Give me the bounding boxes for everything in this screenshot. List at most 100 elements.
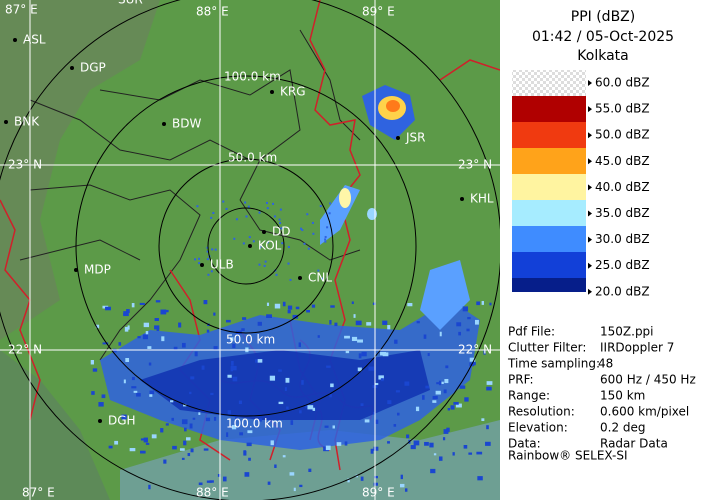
grid-label: 88° E (196, 5, 229, 19)
echo-speckle (413, 440, 420, 446)
tick-arrow (588, 158, 592, 165)
echo-speckle (186, 437, 191, 441)
place-label: JSR (405, 131, 426, 145)
legend-label: 35.0 dBZ (595, 206, 650, 220)
echo-speckle (373, 411, 376, 415)
echo-speckle (245, 215, 248, 218)
echo-speckle (345, 350, 350, 354)
echo-speckle (173, 346, 178, 350)
range-label: 100.0 km (226, 417, 283, 431)
place-marker (13, 38, 17, 42)
echo-speckle (231, 425, 237, 430)
echo-speckle (274, 303, 281, 309)
echo-speckle (214, 248, 217, 251)
echo-speckle (456, 322, 462, 327)
echo-speckle (210, 392, 214, 396)
echo-speckle (361, 351, 367, 357)
echo-speckle (198, 257, 201, 260)
echo-speckle (145, 442, 150, 445)
echo-speckle (468, 452, 473, 455)
echo-speckle (137, 336, 141, 339)
echo-speckle (241, 328, 245, 332)
echo-speckle (258, 211, 261, 214)
place-label: BDW (172, 117, 201, 131)
echo-speckle (483, 350, 486, 355)
echo-speckle (140, 438, 147, 441)
echo-speckle (257, 359, 263, 363)
grid-label: 23° N (8, 158, 42, 172)
echo-speckle (206, 329, 210, 333)
echo-speckle (312, 232, 315, 235)
range-label: 50.0 km (228, 151, 277, 165)
tick-arrow (588, 184, 592, 191)
echo-speckle (232, 343, 236, 349)
echo-speckle (258, 263, 261, 266)
echo-speckle (284, 387, 287, 391)
echo-speckle (486, 381, 493, 385)
echo-speckle (301, 229, 304, 232)
echo-speckle (223, 476, 227, 482)
echo-speckle (165, 423, 169, 426)
echo-speckle (264, 260, 267, 263)
echo-speckle (242, 317, 247, 320)
echo-speckle (329, 393, 332, 398)
info-value: IIRDoppler 7 (600, 341, 674, 355)
echo-speckle (114, 440, 119, 445)
echo-speckle (207, 273, 210, 276)
echo-speckle (344, 335, 350, 339)
echo-speckle (395, 390, 400, 393)
echo-speckle (433, 453, 437, 456)
echo-speckle (466, 328, 470, 332)
grid-label: 23° N (458, 158, 492, 172)
echo-speckle (436, 382, 440, 385)
color-band (512, 226, 586, 252)
echo-speckle (266, 302, 270, 306)
echo-speckle (131, 303, 135, 308)
legend-panel: PPI (dBZ) 01:42 / 05-Oct-2025 Kolkata 60… (507, 9, 696, 463)
echo-speckle (155, 300, 161, 303)
echo-speckle (441, 381, 444, 384)
echo-speckle (248, 236, 251, 239)
info-key: Clutter Filter: (508, 341, 586, 355)
echo-speckle (347, 478, 350, 483)
legend-label: 20.0 dBZ (595, 284, 650, 298)
echo-speckle (230, 337, 234, 341)
echo-speckle (444, 378, 449, 384)
echo-speckle (360, 403, 364, 407)
echo-speckle (424, 441, 429, 446)
echo-speckle (231, 360, 234, 366)
echo-speckle (154, 318, 159, 321)
tick-arrow (588, 132, 592, 139)
echo-speckle (118, 342, 122, 346)
echo-speckle (217, 474, 221, 477)
echo-speckle (230, 365, 237, 371)
footer: Rainbow® SELEX-SI (508, 449, 628, 463)
echo-speckle (225, 207, 228, 210)
echo-speckle (330, 383, 334, 388)
color-band (512, 148, 586, 174)
info-key: Elevation: (508, 421, 568, 435)
echo-speckle (127, 325, 130, 330)
echo-speckle (287, 262, 290, 265)
echo-speckle (266, 207, 269, 210)
place-marker (200, 263, 204, 267)
echo-speckle (307, 247, 310, 250)
echo-speckle (235, 416, 238, 420)
echo-speckle (258, 418, 262, 422)
info-key: Time sampling: (507, 357, 600, 371)
echo-speckle (467, 316, 471, 320)
echo-speckle (452, 452, 455, 456)
echo-speckle (131, 376, 135, 381)
echo-speckle (489, 302, 492, 306)
echo-speckle (406, 434, 410, 439)
echo-speckle (360, 476, 364, 481)
echo-speckle (387, 441, 390, 444)
echo-speckle (205, 417, 211, 422)
echo-speckle (189, 423, 193, 429)
echo-speckle (336, 442, 342, 446)
echo-speckle (326, 365, 331, 368)
echo-speckle (373, 482, 379, 486)
echo-speckle (486, 425, 489, 430)
sea (120, 420, 500, 500)
info-value: 150 km (600, 389, 645, 403)
